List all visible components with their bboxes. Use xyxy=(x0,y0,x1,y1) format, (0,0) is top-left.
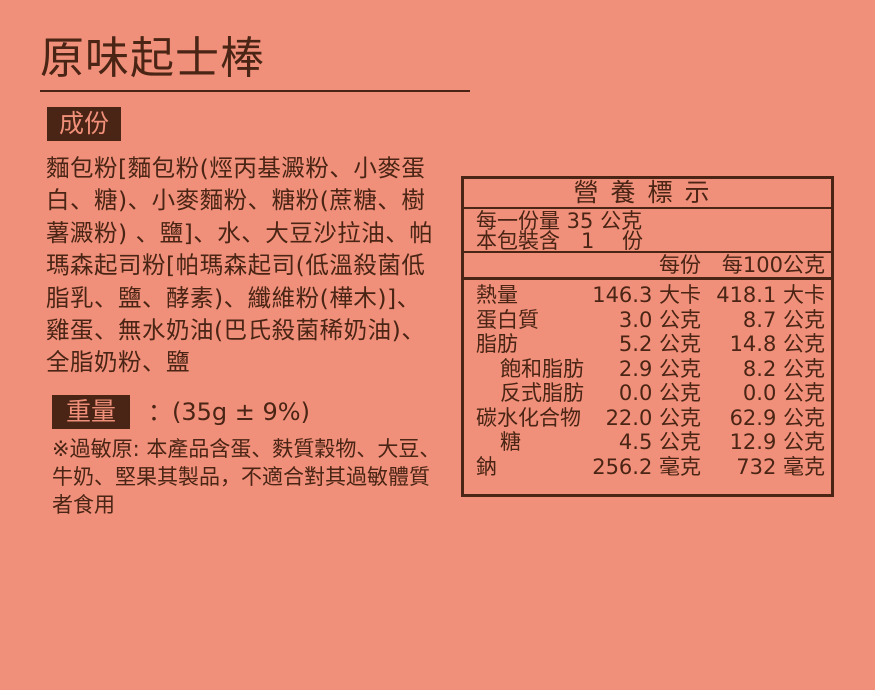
per-serving-value: 3.0 公克 xyxy=(618,307,701,332)
per-serving-value: 146.3 大卡 xyxy=(592,283,701,307)
nutrient-name: 飽和脂肪 xyxy=(500,356,584,381)
nutrition-row: 飽和脂肪 2.9 公克 8.2 公克 xyxy=(464,357,831,382)
nutrition-row: 碳水化合物 22.0 公克 62.9 公克 xyxy=(464,406,831,431)
per-100g-value: 12.9 公克 xyxy=(729,430,825,454)
per-serving-value: 2.9 公克 xyxy=(618,356,701,381)
nutrition-row: 反式脂肪 0.0 公克 0.0 公克 xyxy=(464,381,831,406)
per-100g-value: 0.0 公克 xyxy=(742,381,825,405)
allergen-notice: ※過敏原: 本產品含蛋、麩質穀物、大豆、牛奶、堅果其製品，不適合對其過敏體質者食… xyxy=(52,437,441,517)
ingredients-text: 麵包粉[麵包粉(烴丙基澱粉、小麥蛋白、糖)、小麥麵粉、糖粉(蔗糖、樹薯澱粉) 、… xyxy=(46,154,434,377)
col-per-100g: 每100公克 xyxy=(721,253,825,277)
nutrient-name: 反式脂肪 xyxy=(500,381,584,405)
nutrition-row: 糖 4.5 公克 12.9 公克 xyxy=(464,430,831,455)
per-serving-value: 22.0 公克 xyxy=(605,405,701,430)
nutrition-header: 每份 每100公克 xyxy=(464,253,831,280)
per-serving-value: 0.0 公克 xyxy=(618,381,701,405)
per-100g-value: 732 毫克 xyxy=(736,454,825,479)
nutrition-row: 蛋白質 3.0 公克 8.7 公克 xyxy=(464,308,831,333)
per-100g-value: 14.8 公克 xyxy=(729,332,825,356)
per-100g-value: 8.7 公克 xyxy=(742,307,825,332)
per-serving-value: 256.2 毫克 xyxy=(592,454,701,479)
serving-size: 每一份量 35 公克 xyxy=(476,209,643,233)
nutrition-title: 營養標示 xyxy=(464,179,831,209)
per-serving-value: 4.5 公克 xyxy=(618,430,701,454)
product-title: 原味起士棒 xyxy=(40,33,265,84)
nutrition-row: 熱量 146.3 大卡 418.1 大卡 xyxy=(464,283,831,308)
serving-info: 每一份量 35 公克 本包裝含 1 份 xyxy=(464,209,831,253)
per-100g-value: 8.2 公克 xyxy=(742,356,825,381)
nutrient-name: 熱量 xyxy=(476,283,518,307)
nutrition-row: 鈉 256.2 毫克 732 毫克 xyxy=(464,455,831,480)
weight-value: ：(35g ± 9%) xyxy=(148,398,310,426)
nutrition-row: 脂肪 5.2 公克 14.8 公克 xyxy=(464,332,831,357)
servings-per-package: 本包裝含 1 份 xyxy=(476,229,644,253)
per-100g-value: 62.9 公克 xyxy=(729,405,825,430)
nutrient-name: 碳水化合物 xyxy=(476,405,581,430)
title-underline xyxy=(40,90,470,92)
nutrition-table: 營養標示 每一份量 35 公克 本包裝含 1 份 每份 每100公克 熱量 146… xyxy=(461,176,834,497)
nutrient-name: 脂肪 xyxy=(476,332,518,356)
nutrient-name: 鈉 xyxy=(476,454,497,479)
col-per-serving: 每份 xyxy=(659,253,701,277)
per-serving-value: 5.2 公克 xyxy=(618,332,701,356)
nutrient-name: 糖 xyxy=(500,430,521,454)
per-100g-value: 418.1 大卡 xyxy=(716,283,825,307)
nutrient-name: 蛋白質 xyxy=(476,307,539,332)
weight-label: 重量 xyxy=(52,395,131,429)
ingredients-label: 成份 xyxy=(47,107,122,141)
